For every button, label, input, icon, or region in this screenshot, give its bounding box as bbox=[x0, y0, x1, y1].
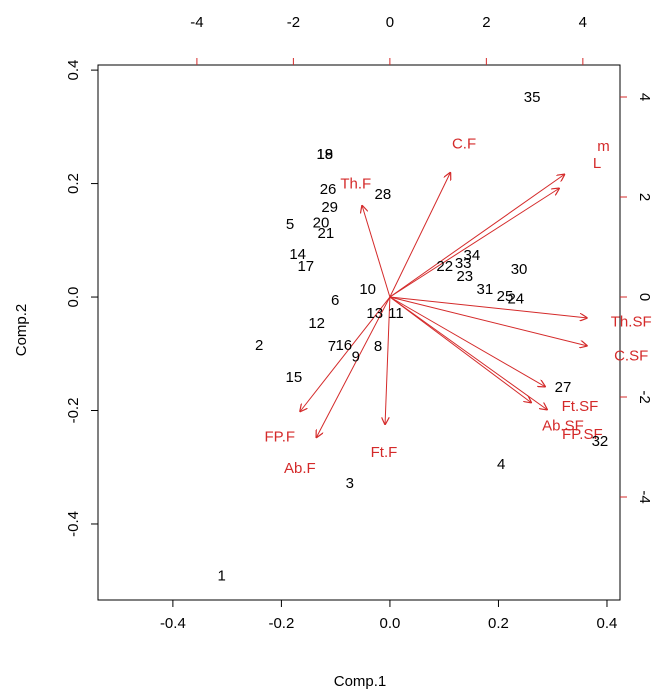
loading-arrow bbox=[389, 296, 588, 318]
point-label: 4 bbox=[497, 456, 505, 473]
loading-label: Th.SF bbox=[611, 314, 652, 331]
loading-label: Ft.F bbox=[371, 444, 398, 461]
point-label: 17 bbox=[297, 258, 314, 275]
loading-arrow bbox=[362, 205, 391, 298]
point-label: 32 bbox=[592, 433, 609, 450]
loading-arrow bbox=[389, 296, 588, 346]
point-label: 9 bbox=[352, 349, 360, 366]
point-label: 13 bbox=[366, 305, 383, 322]
loading-arrow bbox=[385, 296, 391, 425]
loading-label: Ft.SF bbox=[562, 398, 599, 415]
x2-tick-label: 2 bbox=[482, 14, 490, 31]
loading-arrow bbox=[389, 174, 565, 298]
point-label: 25 bbox=[497, 288, 514, 305]
y-tick-label: -0.2 bbox=[65, 398, 82, 424]
y2-tick-label: 4 bbox=[636, 93, 653, 101]
point-label: 27 bbox=[555, 379, 572, 396]
point-label: 14 bbox=[289, 246, 306, 263]
loading-arrow bbox=[389, 188, 560, 298]
x-tick-label: 0.4 bbox=[597, 615, 618, 632]
point-label: 26 bbox=[320, 181, 337, 198]
point-label: 30 bbox=[511, 261, 528, 278]
point-label: 20 bbox=[313, 214, 330, 231]
y-tick-label: -0.4 bbox=[65, 511, 82, 537]
point-label: 6 bbox=[331, 292, 339, 309]
x2-tick-label: -4 bbox=[190, 14, 203, 31]
point-label: 8 bbox=[374, 338, 382, 355]
loading-arrow bbox=[316, 296, 391, 438]
point-label: 29 bbox=[321, 199, 338, 216]
loading-label: FP.SF bbox=[562, 426, 603, 443]
point-label: 7 bbox=[328, 338, 336, 355]
loading-arrow bbox=[300, 296, 391, 412]
point-label: 16 bbox=[335, 337, 352, 354]
point-label: 15 bbox=[286, 369, 303, 386]
y2-tick-label: 2 bbox=[636, 193, 653, 201]
loading-label: L bbox=[593, 155, 601, 172]
point-label: 11 bbox=[388, 305, 404, 322]
y-tick-label: 0.4 bbox=[65, 60, 82, 81]
point-label: 1 bbox=[218, 568, 226, 585]
point-label: 3 bbox=[346, 475, 354, 492]
point-label: 2 bbox=[255, 337, 263, 354]
loading-label: Ab.F bbox=[284, 460, 316, 477]
plot-box bbox=[97, 64, 621, 601]
point-label: 22 bbox=[436, 258, 453, 275]
point-label: 28 bbox=[375, 186, 392, 203]
x-tick-label: -0.4 bbox=[160, 615, 186, 632]
point-label: 24 bbox=[507, 290, 524, 307]
y2-tick-label: -4 bbox=[636, 490, 653, 503]
y-axis-title: Comp.2 bbox=[13, 304, 30, 357]
x2-tick-label: -2 bbox=[287, 14, 300, 31]
x2-tick-label: 4 bbox=[579, 14, 587, 31]
point-label: 12 bbox=[308, 315, 325, 332]
loading-arrow bbox=[389, 172, 451, 298]
x-tick-label: 0.0 bbox=[379, 615, 400, 632]
loading-label: FP.F bbox=[265, 428, 296, 445]
x-tick-label: 0.2 bbox=[488, 615, 509, 632]
x-axis-title: Comp.1 bbox=[334, 673, 387, 690]
point-label: 35 bbox=[524, 89, 541, 106]
y2-tick-label: 0 bbox=[636, 293, 653, 301]
loading-label: C.F bbox=[452, 135, 476, 152]
loading-arrow bbox=[389, 296, 546, 387]
loading-label: Ab.SF bbox=[542, 417, 584, 434]
y-tick-label: 0.2 bbox=[65, 173, 82, 194]
y2-tick-label: -2 bbox=[636, 390, 653, 403]
loading-label: C.SF bbox=[614, 348, 648, 365]
loading-label: m bbox=[597, 138, 610, 155]
point-label: 34 bbox=[464, 247, 481, 264]
point-label: 5 bbox=[286, 216, 294, 233]
x-tick-label: -0.2 bbox=[268, 615, 294, 632]
x2-tick-label: 0 bbox=[386, 14, 394, 31]
loading-arrow bbox=[389, 296, 532, 403]
point-label: 31 bbox=[477, 281, 494, 298]
point-label: 10 bbox=[359, 281, 376, 298]
y-tick-label: 0.0 bbox=[65, 287, 82, 308]
point-label: 19 bbox=[316, 146, 333, 163]
point-label: 33 bbox=[455, 255, 472, 272]
point-label: 23 bbox=[456, 268, 473, 285]
point-label: 18 bbox=[316, 146, 333, 163]
point-label: 21 bbox=[318, 225, 335, 242]
loading-arrow bbox=[389, 296, 548, 410]
loading-label: Th.F bbox=[340, 176, 371, 193]
